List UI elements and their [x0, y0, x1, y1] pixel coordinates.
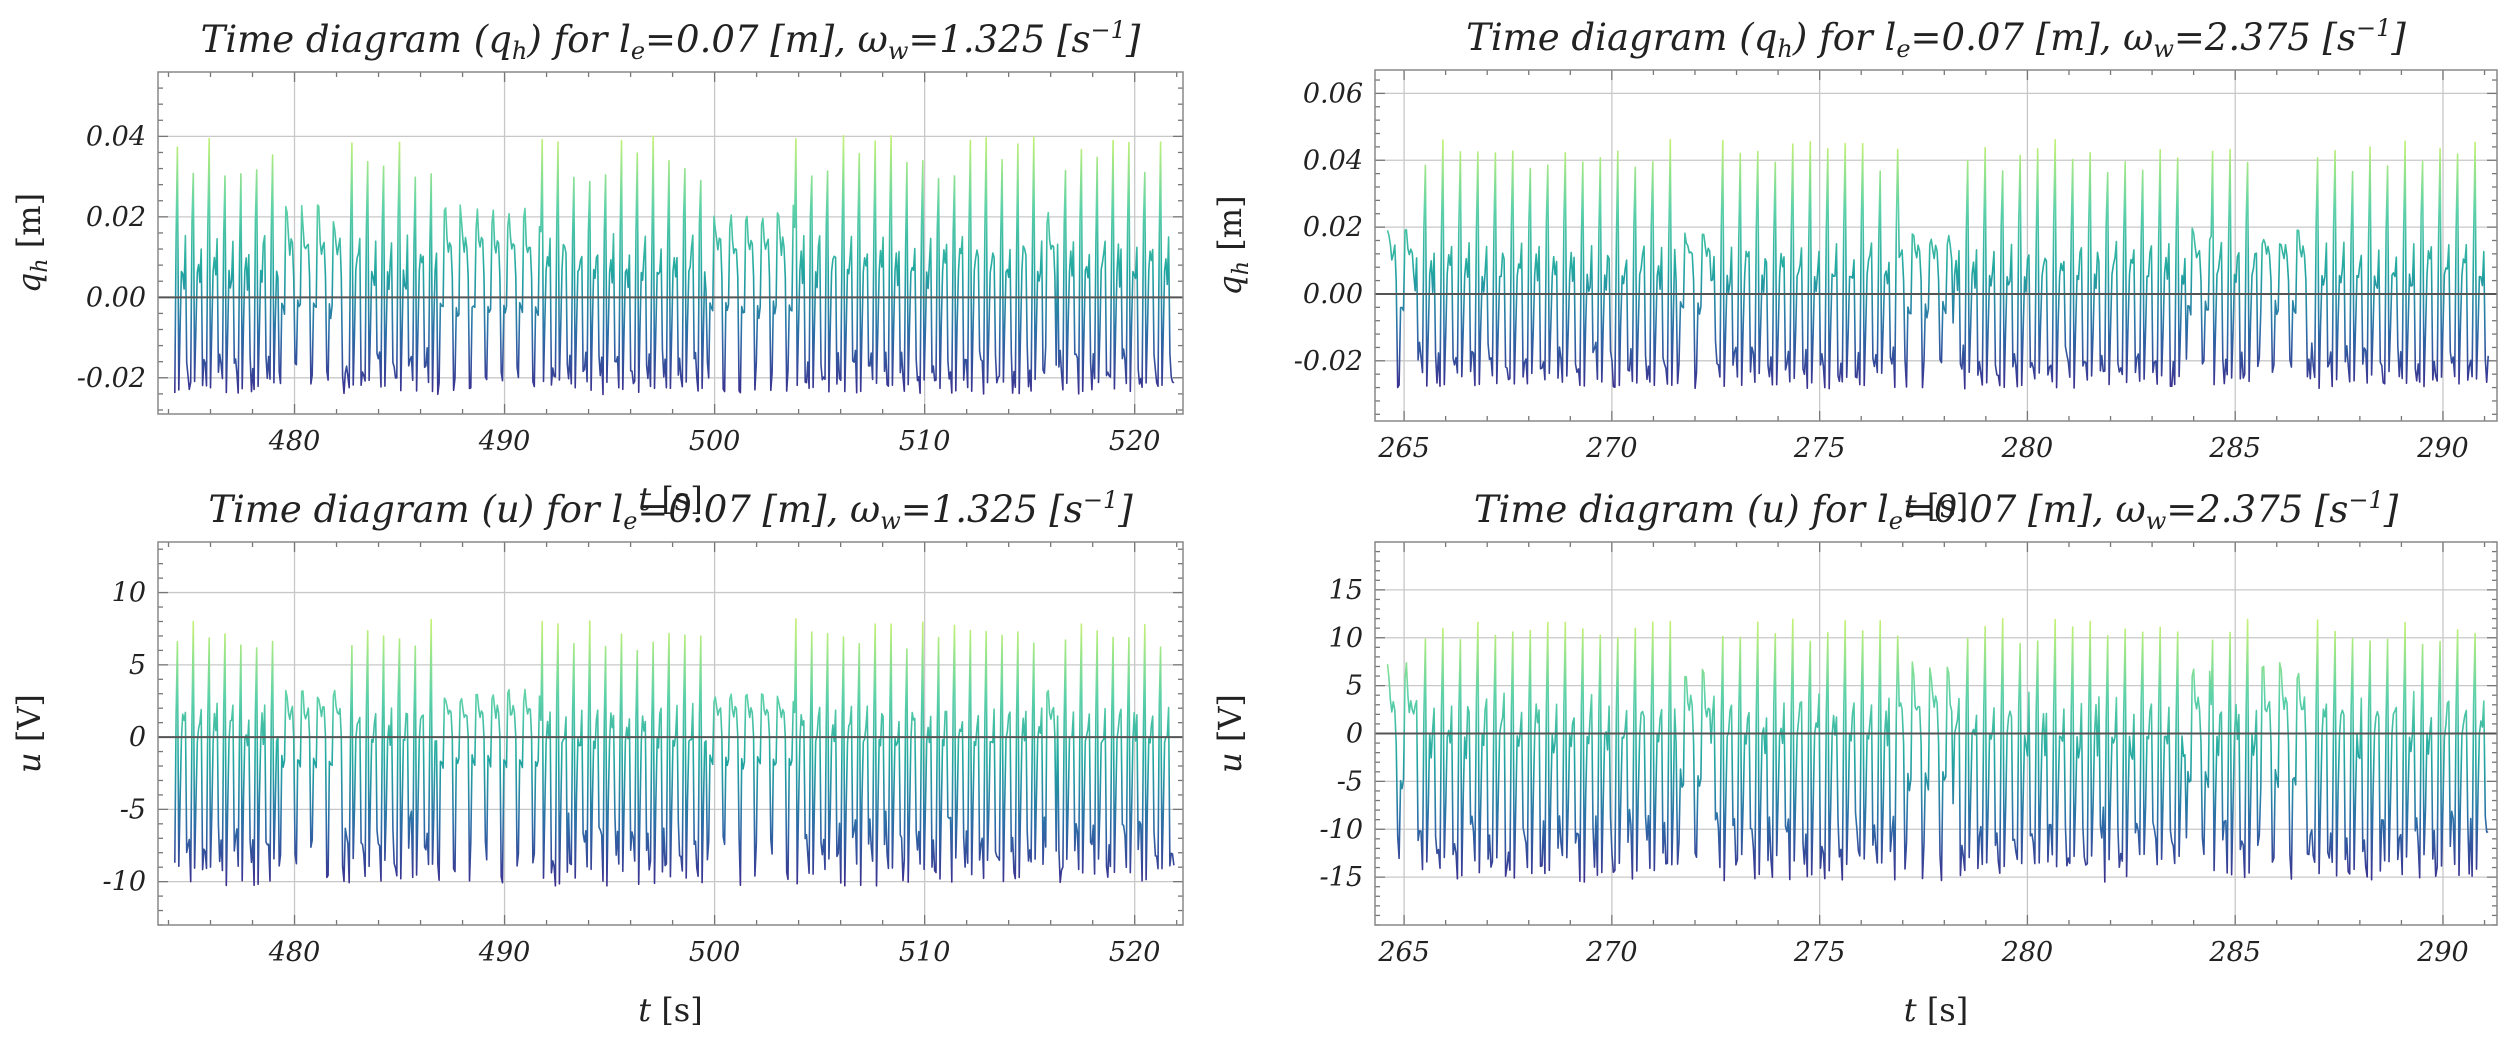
x-tick-label: 500	[689, 937, 741, 968]
x-axis-label: t [s]	[638, 480, 702, 518]
x-tick-label: 500	[689, 426, 741, 457]
x-axis-label: t [s]	[1904, 487, 1968, 525]
x-tick-label: 280	[2001, 937, 2054, 968]
x-tick-label: 265	[1377, 433, 1430, 464]
x-tick-label: 510	[899, 937, 951, 968]
y-tick-label: 0.04	[86, 121, 146, 152]
y-tick-label: -10	[103, 867, 146, 898]
y-tick-label: 10	[1329, 623, 1363, 654]
y-tick-label: 0.06	[1303, 78, 1363, 109]
x-tick-label: 270	[1585, 937, 1638, 968]
y-tick-label: -10	[1320, 814, 1363, 845]
x-tick-label: 520	[1109, 937, 1161, 968]
chart-title: Time diagram (qh) for le=0.07 [m], ωw=1.…	[201, 16, 1141, 65]
y-tick-label: 0.04	[1303, 145, 1363, 176]
x-tick-label: 290	[2416, 433, 2469, 464]
x-tick-label: 275	[1793, 937, 1846, 968]
plot-frame	[1374, 541, 2498, 926]
x-tick-label: 280	[2001, 433, 2054, 464]
y-tick-label: -5	[1337, 766, 1363, 797]
chart-title: Time diagram (u) for le=0.07 [m], ωw=2.3…	[1474, 486, 2399, 535]
x-tick-label: 490	[478, 937, 531, 968]
y-tick-label: -15	[1320, 862, 1363, 893]
y-tick-label: 0.02	[86, 202, 146, 233]
y-tick-label: 5	[1346, 671, 1363, 702]
x-tick-label: 265	[1377, 937, 1430, 968]
series-line	[1386, 138, 2489, 390]
y-tick-label: 0.02	[1303, 212, 1363, 243]
plot-frame	[157, 541, 1184, 926]
x-tick-label: 270	[1585, 433, 1638, 464]
chart-title: Time diagram (qh) for le=0.07 [m], ωw=2.…	[1466, 14, 2406, 63]
x-axis-label: t [s]	[1904, 991, 1968, 1029]
y-tick-label: -5	[120, 794, 146, 825]
y-axis-label: u [V]	[10, 694, 48, 773]
y-axis-label: qh [m]	[1211, 195, 1254, 295]
y-tick-label: -0.02	[1294, 346, 1363, 377]
series-line	[1386, 618, 2489, 883]
y-tick-label: 5	[129, 650, 146, 681]
x-axis-label: t [s]	[638, 991, 702, 1029]
y-tick-label: 15	[1329, 575, 1363, 606]
y-axis-label: u [V]	[1211, 694, 1249, 773]
y-tick-label: 0.00	[86, 282, 146, 313]
x-tick-label: 275	[1793, 433, 1846, 464]
x-tick-label: 285	[2208, 937, 2261, 968]
y-tick-label: 10	[112, 578, 146, 609]
chart-panel-u_w2375: 265 270 275 280 285 290 -15 -10 -5 0 5 10 15 Time dia…	[1211, 486, 2498, 1029]
x-tick-label: 290	[2416, 937, 2469, 968]
chart-panel-qh_w2375: 265 270 275 280 285 290 -0.02 0.00 0.02 0.04 0.06 T…	[1211, 14, 2498, 525]
x-tick-label: 510	[899, 426, 951, 457]
plot-frame	[157, 71, 1184, 415]
chart-title: Time diagram (u) for le=0.07 [m], ωw=1.3…	[208, 486, 1133, 535]
series-line	[174, 134, 1175, 396]
y-tick-label: 0.00	[1303, 279, 1363, 310]
x-tick-label: 490	[478, 426, 531, 457]
x-tick-label: 520	[1109, 426, 1161, 457]
y-tick-label: -0.02	[77, 363, 146, 394]
y-tick-label: 0	[129, 722, 146, 753]
x-tick-label: 285	[2208, 433, 2261, 464]
x-tick-label: 480	[268, 937, 321, 968]
chart-panel-qh_w1325: 480 490 500 510 520 -0.02 0.00 0.02 0.04 Time dia…	[10, 16, 1184, 518]
x-tick-label: 480	[268, 426, 321, 457]
y-tick-label: 0	[1346, 719, 1363, 750]
plot-frame	[1374, 69, 2498, 422]
y-axis-label: qh [m]	[10, 193, 53, 293]
